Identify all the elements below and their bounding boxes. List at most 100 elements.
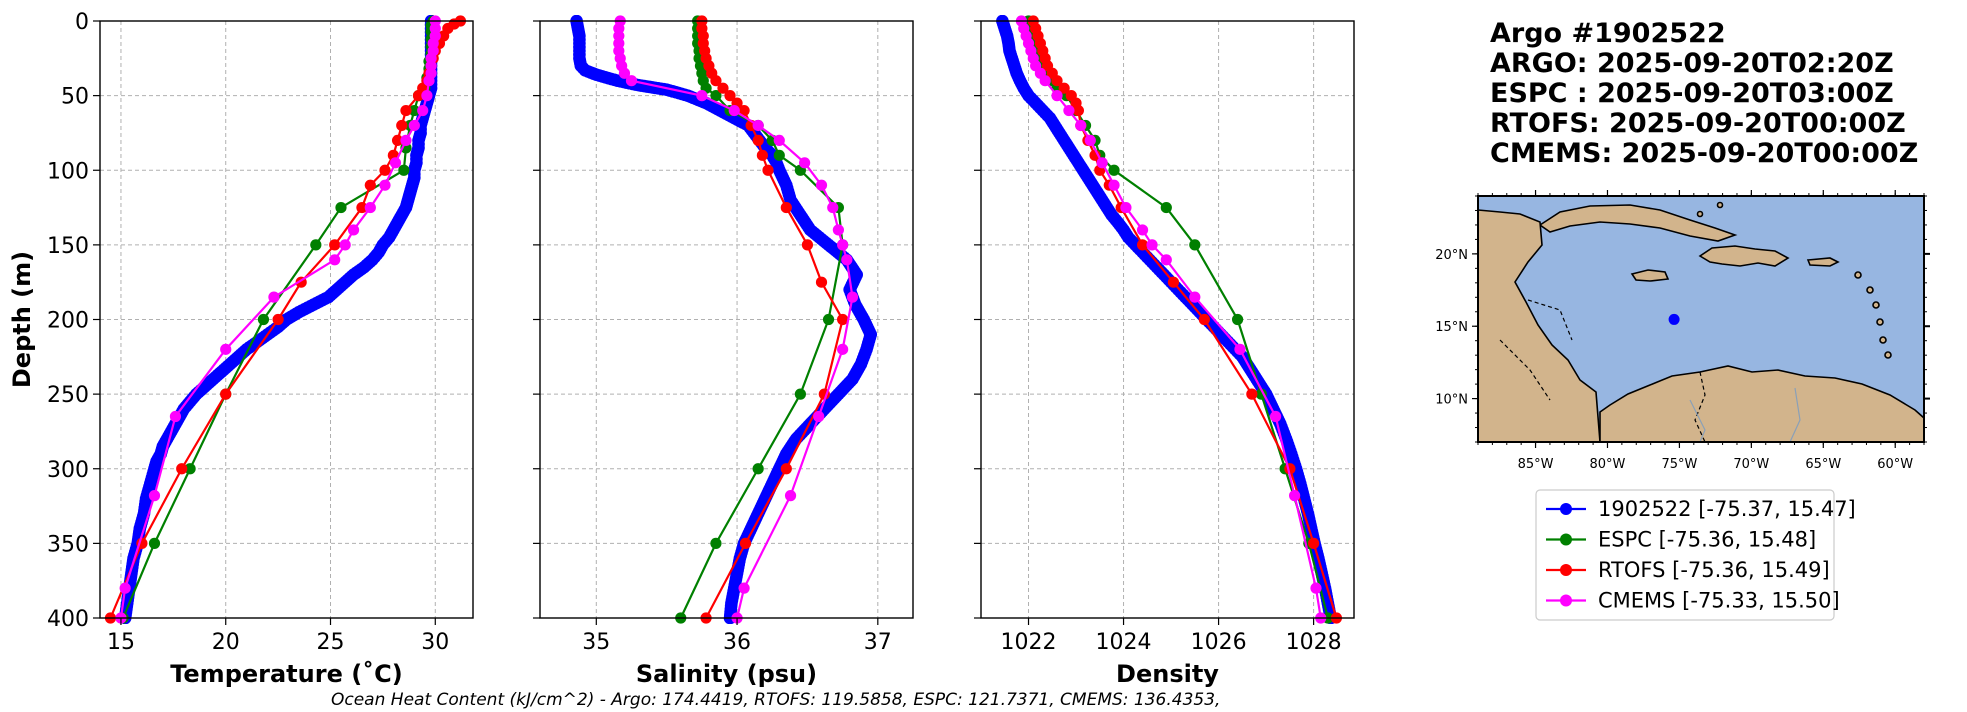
legend-marker-argo (1560, 503, 1572, 515)
data-point (813, 410, 825, 423)
data-point (1189, 291, 1201, 303)
data-point (794, 388, 806, 400)
map-lon-label: 80°W (1590, 457, 1626, 472)
data-point (1310, 582, 1322, 594)
legend-label-espc: ESPC [-75.36, 15.48] (1598, 528, 1816, 552)
series-cmems (613, 15, 859, 624)
data-point (1160, 201, 1172, 214)
data-point (389, 157, 402, 169)
x-axis-label: Temperature (˚C) (170, 660, 403, 688)
data-point (739, 537, 752, 549)
cmems-time: CMEMS: 2025-09-20T00:00Z (1490, 138, 1918, 169)
data-point (379, 179, 391, 191)
float-title: Argo #1902522 (1490, 18, 1726, 49)
data-point (1136, 239, 1149, 251)
data-point (1096, 157, 1108, 169)
data-point (728, 104, 740, 117)
data-point (752, 134, 764, 146)
density-panel: 1022 1024 1026 1028 Density (974, 15, 1355, 688)
data-point (1136, 224, 1149, 236)
data-point (837, 313, 849, 326)
data-point (710, 75, 722, 87)
land-antilles (1872, 301, 1880, 309)
data-point (784, 490, 797, 502)
x-tick-label: 30 (421, 630, 449, 655)
land-puerto-rico (1806, 257, 1840, 267)
y-axis-label: Depth (m) (8, 251, 36, 388)
data-point (822, 313, 835, 326)
data-point (396, 119, 408, 132)
data-point (780, 201, 792, 214)
data-point (119, 582, 131, 594)
plot-area (570, 15, 878, 624)
data-point (329, 254, 341, 266)
rtofs-time: RTOFS: 2025-09-20T00:00Z (1490, 108, 1906, 139)
data-point (417, 104, 429, 117)
y-tick-label: 300 (47, 458, 89, 483)
data-point (1084, 134, 1096, 146)
data-point (696, 90, 708, 102)
land-antilles (1854, 271, 1862, 279)
data-point (710, 537, 722, 549)
series-line (679, 21, 844, 619)
map-lon-label: 60°W (1877, 457, 1913, 472)
data-point (1269, 410, 1282, 423)
data-point (801, 239, 814, 251)
land-jamaica (1630, 269, 1670, 282)
data-point (773, 134, 785, 146)
data-point (625, 75, 638, 87)
legend-label-argo: 1902522 [-75.37, 15.47] (1598, 497, 1856, 521)
series-rtofs (1027, 15, 1343, 624)
data-point (364, 179, 376, 191)
data-point (347, 224, 360, 236)
data-point (169, 410, 182, 423)
data-point (1234, 343, 1246, 355)
y-tick-label: 100 (47, 159, 89, 184)
data-point (148, 537, 161, 549)
data-point (408, 119, 420, 132)
data-point (837, 343, 849, 355)
data-point (220, 343, 232, 355)
map-lon-label: 70°W (1733, 457, 1769, 472)
land-antilles (1876, 318, 1884, 326)
data-point (412, 90, 425, 102)
x-tick-label: 15 (107, 630, 135, 655)
data-point (827, 201, 839, 214)
data-point (408, 104, 420, 117)
data-point (1108, 179, 1120, 191)
data-point (310, 239, 322, 251)
map-lat-label: 10°N (1435, 393, 1468, 408)
data-point (841, 254, 853, 266)
x-tick-label: 1026 (1191, 630, 1247, 655)
y-tick-label: 200 (47, 309, 89, 334)
series-cmems (1015, 15, 1327, 624)
data-point (752, 119, 764, 132)
espc-time: ESPC : 2025-09-20T03:00Z (1490, 78, 1894, 109)
location-map: 85°W 80°W 75°W 70°W 65°W 60°W 20°N 15°N 10°N (1435, 190, 1930, 472)
land-bahamas (1696, 210, 1704, 218)
temperature-panel: 15 20 25 30050100150200250300350400Temperat… (8, 10, 474, 688)
data-point (421, 90, 433, 102)
y-tick-label: 250 (47, 383, 89, 408)
x-tick-label: 25 (317, 630, 345, 655)
legend-marker-espc (1560, 533, 1572, 546)
data-point (339, 239, 351, 251)
x-tick-label: 35 (582, 630, 610, 655)
data-point (423, 75, 435, 87)
data-point (379, 164, 391, 176)
data-point (329, 239, 341, 251)
map-lat-label: 15°N (1435, 320, 1468, 335)
data-point (1075, 119, 1087, 132)
data-point (272, 313, 284, 326)
data-point (846, 291, 859, 303)
data-point (1198, 313, 1210, 326)
map-river (1689, 399, 1706, 442)
data-point (837, 239, 849, 251)
data-point (815, 179, 828, 191)
data-point (815, 276, 828, 288)
salinity-panel: 35 36 37 Salinity (psu) (533, 15, 914, 688)
data-point (799, 157, 811, 169)
x-axis-label: Salinity (psu) (636, 660, 817, 688)
data-point (756, 149, 768, 161)
data-point (1120, 201, 1132, 214)
